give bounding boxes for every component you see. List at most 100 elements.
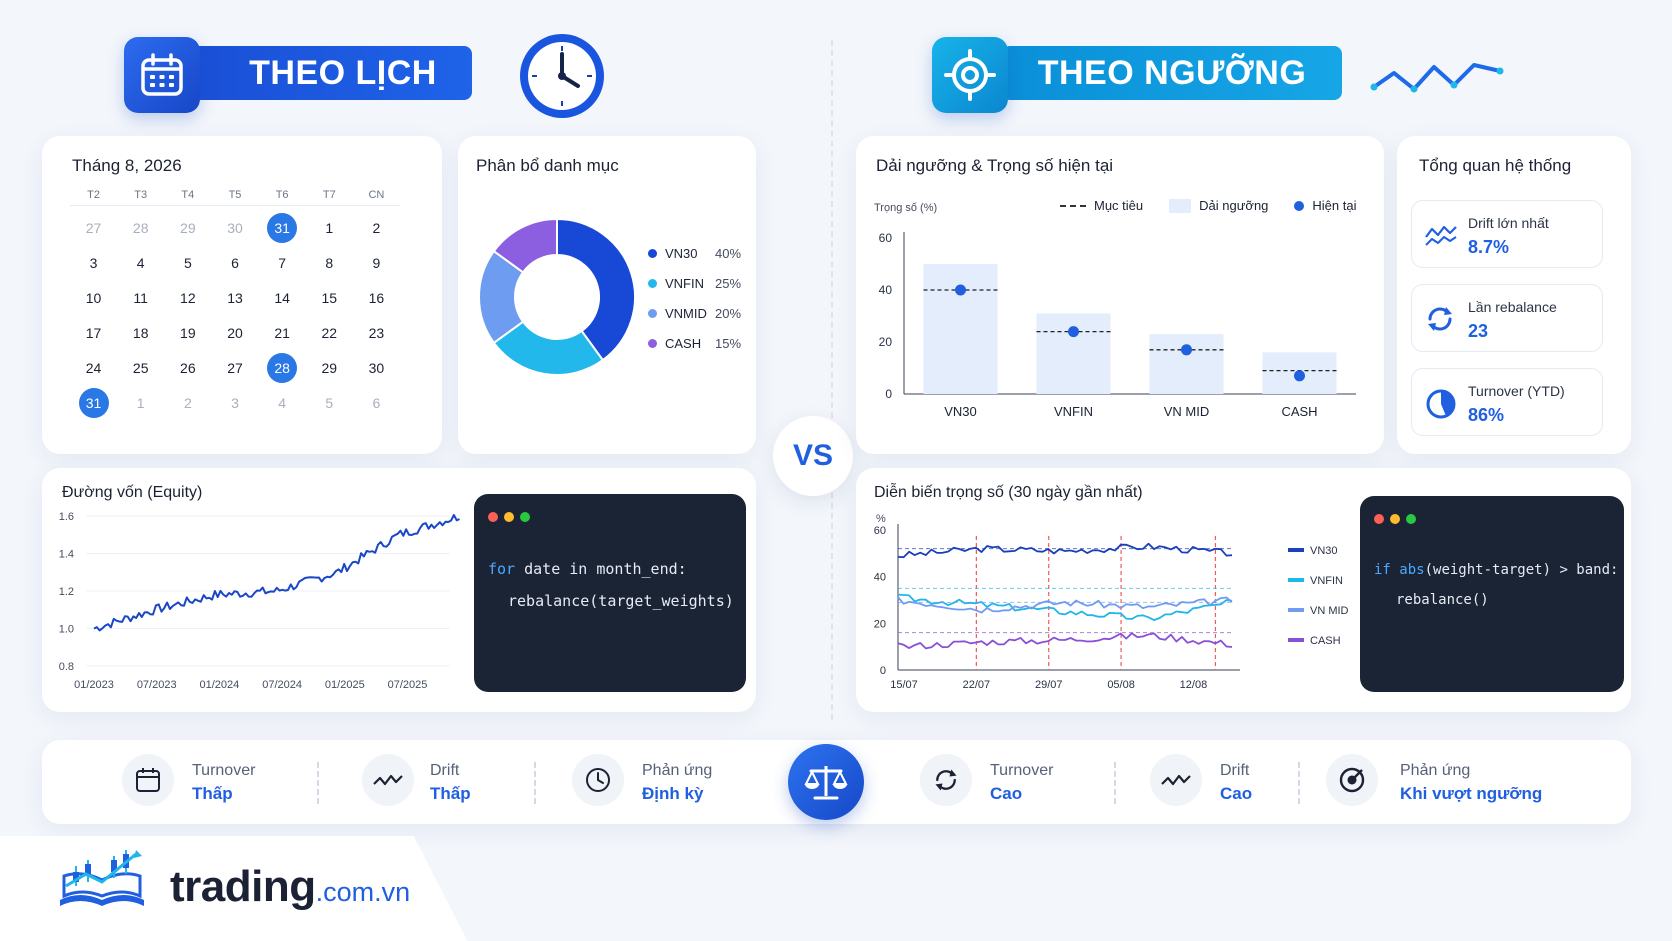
calendar-day[interactable]: 2 [372,219,381,236]
calendar-day[interactable]: 27 [85,219,102,236]
calendar-day[interactable]: 30 [227,219,243,236]
calendar-week-row: 17 18 19 20 21 22 23 [70,315,400,350]
calendar-day[interactable]: 21 [274,324,290,341]
calendar-day[interactable]: 23 [368,324,385,341]
calendar-day[interactable]: 16 [368,289,385,306]
calendar-day[interactable]: 17 [85,324,102,341]
legend-item: VNFIN 25% [648,268,748,298]
weekday-label: T7 [322,188,336,201]
calendar-day[interactable]: 7 [278,254,287,271]
calendar-weekday-row: T2 T3 T4 T5 T6 T7 CN [70,184,400,206]
overview-rebalance: Lần rebalance 23 [1411,284,1603,352]
clock-icon [572,754,624,806]
calendar-day[interactable]: 18 [132,324,149,341]
x-tick-label: 01/2023 [74,679,114,691]
code-line-2: rebalance(target_weights) [508,592,734,610]
calendar-day[interactable]: 30 [368,359,385,376]
calendar-card: Tháng 8, 2026 T2 T3 T4 T5 T6 T7 CN 27 28 29 30 31 1… [42,136,442,454]
threshold-legend: Mục tiêu Dải ngưỡng Hiện tại [1060,198,1356,213]
calendar-day[interactable]: 3 [89,254,98,271]
current-point [1068,326,1079,338]
legend-item: VNMID 20% [648,298,748,328]
threshold-card: Dải ngưỡng & Trọng số hiện tại Trọng số … [856,136,1384,454]
calendar-day[interactable]: 12 [180,289,196,306]
legend-value: 20% [715,305,742,321]
calendar-day[interactable]: 8 [325,254,334,271]
separator [534,762,536,804]
calendar-week-row: 24 25 26 27 28 29 30 [70,350,400,385]
calendar-grid: T2 T3 T4 T5 T6 T7 CN 27 28 29 30 31 1 2 3 4 5 6 7 8 9 10 11 12… [70,184,400,420]
calendar-day[interactable]: 9 [372,254,381,271]
brand-name: trading [170,862,316,911]
calendar-day[interactable]: 28 [132,219,149,236]
threshold-chart: 60 40 20 0 VN30 VNFIN VN MID CASH [879,231,1356,419]
calendar-day[interactable]: 14 [274,289,290,306]
overview-drift-value: 8.7% [1468,237,1510,257]
calendar-day[interactable]: 25 [132,359,149,376]
bottom-right-reaction: Phản ứng Khi vượt ngưỡng [1326,740,1566,820]
y-tick-label: 0 [880,665,886,677]
window-dots [488,512,530,522]
calendar-day[interactable]: 6 [372,394,381,411]
calendar-day[interactable]: 5 [325,394,334,411]
current-point [1294,370,1305,382]
brand-text: trading.com.vn [170,862,410,912]
x-tick-label: 12/08 [1180,679,1208,691]
threshold-ylabel: Trọng số (%) [874,202,938,214]
current-point [1181,344,1192,356]
x-tick-label: 07/2025 [388,679,428,691]
code-kw-abs: abs [1399,562,1425,578]
calendar-day[interactable]: 22 [321,324,338,341]
code-kw-for: for [488,560,516,578]
calendar-day[interactable]: 1 [136,394,145,411]
calendar-day[interactable]: 19 [180,324,196,341]
code-line-2: rebalance() [1396,592,1489,608]
calendar-day[interactable]: 27 [227,359,243,376]
bottom-label: Phản ứng [642,762,713,779]
legend-current-label: Hiện tại [1312,198,1357,213]
weekday-label: CN [368,188,385,201]
calendar-day-selected[interactable]: 31 [70,387,117,418]
legend-label: VNFIN [665,275,704,291]
x-tick-label: 22/07 [963,679,991,691]
series-line-vn-mid [897,596,1233,614]
separator [1114,762,1116,804]
calendar-day[interactable]: 2 [183,394,192,411]
bottom-value: Khi vượt ngưỡng [1400,784,1543,803]
overview-drift-label: Drift lớn nhất [1468,215,1549,231]
legend-label: VNMID [665,305,707,321]
y-axis-label: % [876,513,886,525]
calendar-day[interactable]: 29 [321,359,338,376]
equity-title: Đường vốn (Equity) [62,484,203,501]
calendar-day[interactable]: 24 [85,359,102,376]
band-bar [923,264,998,394]
calendar-day[interactable]: 4 [136,254,145,271]
code-line-1: for date in month_end: [488,560,687,578]
x-tick-label: 01/2025 [325,679,365,691]
calendar-day-selected[interactable]: 31 [259,212,306,243]
calendar-day-selected[interactable]: 28 [259,352,306,383]
calendar-day[interactable]: 26 [180,359,196,376]
legend-target-label: Mục tiêu [1094,198,1144,213]
calendar-day[interactable]: 5 [183,254,192,271]
calendar-day[interactable]: 15 [321,289,338,306]
calendar-day[interactable]: 29 [180,219,196,236]
calendar-day[interactable]: 3 [231,394,239,411]
y-tick-label: 20 [879,335,893,349]
bottom-left-drift: Drift Thấp [362,740,522,820]
calendar-day[interactable]: 13 [227,289,243,306]
y-tick-label: 1.0 [59,624,74,636]
code-text: month_end: [587,560,687,578]
calendar-day[interactable]: 6 [231,254,239,271]
bottom-left-turnover: Turnover Thấp [122,740,302,820]
bottom-label: Phản ứng [1400,762,1471,779]
calendar-day[interactable]: 4 [278,394,287,411]
calendar-day[interactable]: 1 [325,219,334,236]
overview-title: Tổng quan hệ thống [1419,156,1572,175]
calendar-day[interactable]: 11 [133,289,148,306]
threshold-title: Dải ngưỡng & Trọng số hiện tại [876,156,1114,175]
calendar-title: Tháng 8, 2026 [72,156,182,175]
calendar-day[interactable]: 10 [85,289,102,306]
calendar-day[interactable]: 20 [227,324,243,341]
legend-value: 15% [715,335,742,351]
